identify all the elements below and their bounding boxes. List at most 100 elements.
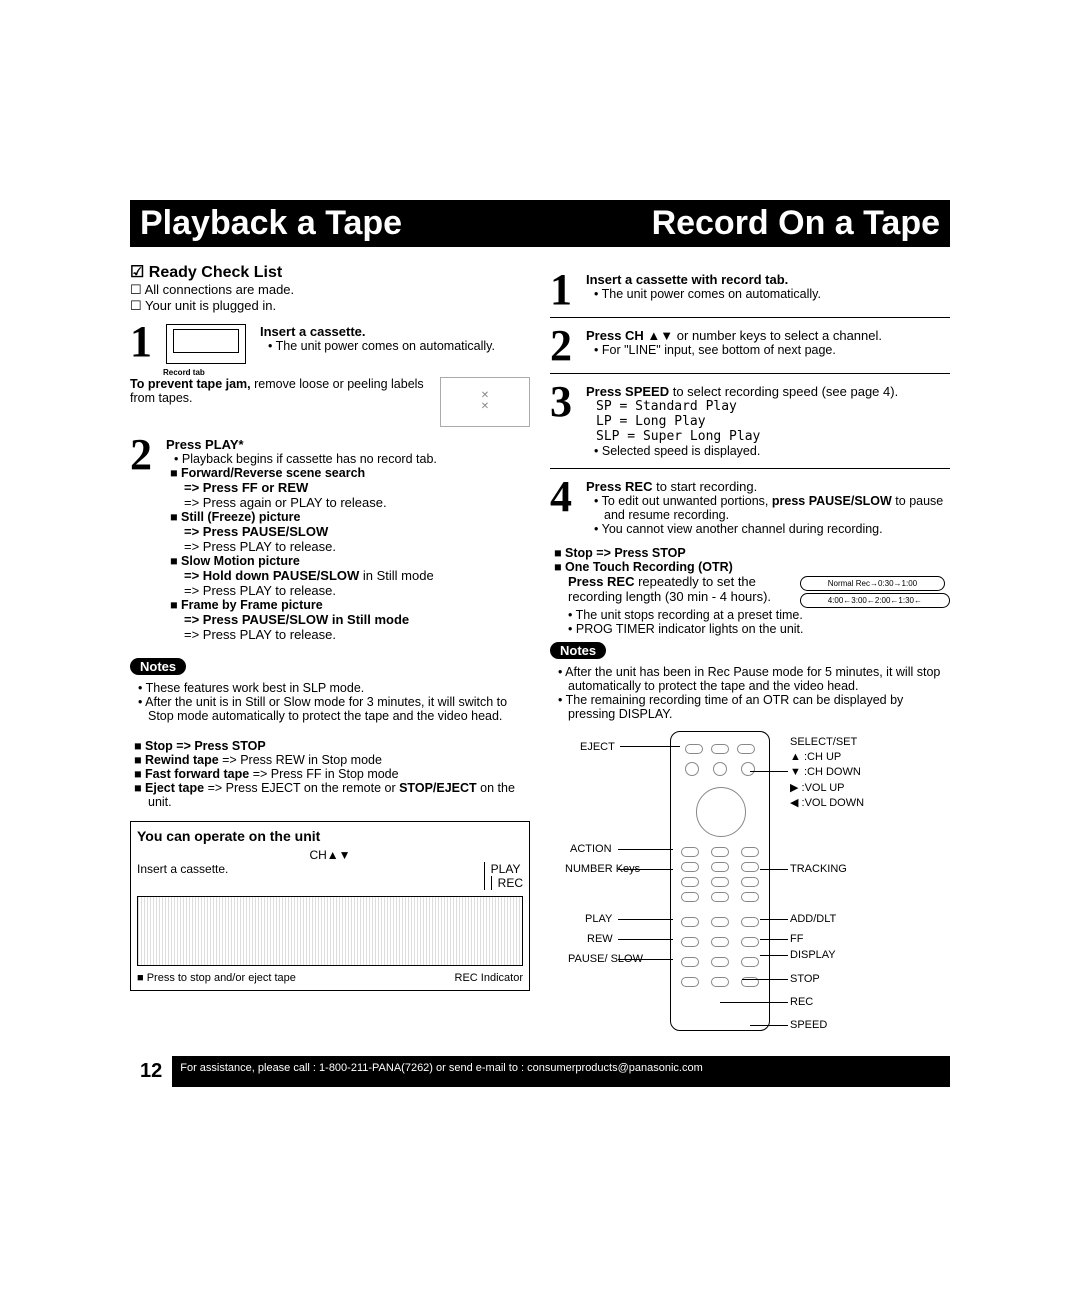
r-step4-t: to start recording. xyxy=(652,479,757,494)
unitbox-title: You can operate on the unit xyxy=(137,828,523,844)
lbl-selectset: SELECT/SET xyxy=(790,736,857,748)
cassette-illustration: Record tab xyxy=(166,324,246,364)
unitbox-insert: Insert a cassette. xyxy=(137,862,228,890)
unitbox-ch: CH▲▼ xyxy=(137,848,523,862)
r-step2-t: or number keys to select a channel. xyxy=(673,328,882,343)
op-stop: Stop => Press STOP xyxy=(145,739,266,753)
fr-l1: => Press FF or REW xyxy=(184,480,308,495)
step-number: 1 xyxy=(130,324,158,367)
op-eject-b: Eject tape xyxy=(145,781,204,795)
r-note-item: After the unit has been in Rec Pause mod… xyxy=(550,665,950,693)
lbl-chup: ▲ :CH UP xyxy=(790,751,841,763)
lbl-ff: FF xyxy=(790,933,803,945)
title-left: Playback a Tape xyxy=(140,204,402,243)
lbl-volup: ▶ :VOL UP xyxy=(790,781,845,794)
lbl-stop: STOP xyxy=(790,973,820,985)
tape-illustration: ✕✕ xyxy=(440,377,530,427)
slow-l2: => Press PLAY to release. xyxy=(166,583,530,598)
lbl-tracking: TRACKING xyxy=(790,863,847,875)
lbl-play: PLAY xyxy=(585,913,612,925)
unitbox-play: PLAY xyxy=(491,862,521,876)
lbl-number: NUMBER Keys xyxy=(565,863,625,875)
step-number: 2 xyxy=(550,328,578,363)
lbl-voldown: ◀ :VOL DOWN xyxy=(790,796,864,809)
ready-heading: Ready Check List xyxy=(130,262,530,282)
notes-badge: Notes xyxy=(130,658,186,675)
lbl-speed: SPEED xyxy=(790,1019,827,1031)
r-step3-note: Selected speed is displayed. xyxy=(586,444,950,458)
step1-heading: Insert a cassette. xyxy=(260,324,530,339)
title-right: Record On a Tape xyxy=(652,204,940,243)
page-footer: 12 For assistance, please call : 1-800-2… xyxy=(130,1056,950,1087)
footer-text: For assistance, please call : 1-800-211-… xyxy=(172,1056,950,1087)
step-number: 3 xyxy=(550,384,578,458)
op-eject2b: STOP/EJECT xyxy=(399,781,477,795)
r-step3-t: to select recording speed (see page 4). xyxy=(669,384,898,399)
op-rewind: => Press REW in Stop mode xyxy=(219,753,382,767)
r-step3-b: Press SPEED xyxy=(586,384,669,399)
lbl-adddlt: ADD/DLT xyxy=(790,913,836,925)
op-eject1: => Press EJECT on the remote or xyxy=(204,781,399,795)
otr-title: One Touch Recording (OTR) xyxy=(565,560,733,574)
prevent-jam-bold: To prevent tape jam, xyxy=(130,377,251,391)
record-tab-label: Record tab xyxy=(163,368,205,377)
fr-title: Forward/Reverse scene search xyxy=(181,466,365,480)
ready-item: All connections are made. xyxy=(130,282,530,298)
still-l1: => Press PAUSE/SLOW xyxy=(184,524,328,539)
page-number: 12 xyxy=(130,1056,172,1087)
slow-l1a: => Hold down PAUSE/SLOW xyxy=(184,568,359,583)
otr-b: Press REC xyxy=(568,574,634,589)
playback-column: Ready Check List All connections are mad… xyxy=(130,262,530,1041)
r-sp: SP = Standard Play xyxy=(586,399,950,414)
frame-title: Frame by Frame picture xyxy=(181,598,323,612)
otr-n2: PROG TIMER indicator lights on the unit. xyxy=(550,622,950,636)
op-ff: => Press FF in Stop mode xyxy=(249,767,398,781)
lbl-pauseslow: PAUSE/ SLOW xyxy=(568,953,618,965)
frame-l1: => Press PAUSE/SLOW in Still mode xyxy=(184,612,409,627)
r-s4-n1b: press PAUSE/SLOW xyxy=(772,494,892,508)
r-step1-heading: Insert a cassette with record tab. xyxy=(586,272,950,287)
step1-note: The unit power comes on automatically. xyxy=(260,339,530,353)
r-lp: LP = Long Play xyxy=(586,414,950,429)
lbl-eject: EJECT xyxy=(580,741,615,753)
r-stop: Stop => Press STOP xyxy=(565,546,686,560)
step2-bullet: Playback begins if cassette has no recor… xyxy=(166,452,530,466)
r-step4-b: Press REC xyxy=(586,479,652,494)
unit-operate-box: You can operate on the unit CH▲▼ Insert … xyxy=(130,821,530,991)
lbl-action: ACTION xyxy=(570,843,612,855)
r-s4-n2: You cannot view another channel during r… xyxy=(586,522,950,536)
r-slp: SLP = Super Long Play xyxy=(586,429,950,444)
op-rewind-b: Rewind tape xyxy=(145,753,219,767)
slow-l1b: in Still mode xyxy=(359,568,433,583)
remote-diagram: EJECT SELECT/SET ▲ :CH UP ▼ :CH DOWN ▶ :… xyxy=(550,731,950,1041)
fr-l2: => Press again or PLAY to release. xyxy=(166,495,530,510)
vcr-illustration xyxy=(137,896,523,966)
step2-heading: Press PLAY* xyxy=(166,437,530,452)
note-item: After the unit is in Still or Slow mode … xyxy=(130,695,530,723)
r-step2-b: Press CH ▲▼ xyxy=(586,328,673,343)
notes-badge: Notes xyxy=(550,642,606,659)
lbl-rew: REW xyxy=(587,933,613,945)
lbl-display: DISPLAY xyxy=(790,949,836,961)
unitbox-stop: ■ Press to stop and/or eject tape xyxy=(137,972,296,984)
unitbox-rec: REC xyxy=(491,876,523,890)
r-s4-n1a: To edit out unwanted portions, xyxy=(602,494,772,508)
step-number: 1 xyxy=(550,272,578,307)
unitbox-recind: REC Indicator xyxy=(455,972,523,984)
step-number: 4 xyxy=(550,479,578,536)
r-note-item: The remaining recording time of an OTR c… xyxy=(550,693,950,721)
ready-item: Your unit is plugged in. xyxy=(130,298,530,314)
slow-title: Slow Motion picture xyxy=(181,554,300,568)
record-column: 1 Insert a cassette with record tab. The… xyxy=(550,262,950,1041)
note-item: These features work best in SLP mode. xyxy=(130,681,530,695)
otr-loop-bot: 4:00←3:00←2:00←1:30← xyxy=(800,593,950,608)
still-title: Still (Freeze) picture xyxy=(181,510,300,524)
r-step1-note: The unit power comes on automatically. xyxy=(586,287,950,301)
title-bar: Playback a Tape Record On a Tape xyxy=(130,200,950,247)
step-number: 2 xyxy=(130,437,158,642)
remote-body xyxy=(670,731,770,1031)
lbl-rec: REC xyxy=(790,996,813,1008)
op-ff-b: Fast forward tape xyxy=(145,767,249,781)
otr-loop-top: Normal Rec→0:30→1:00 xyxy=(800,576,945,591)
otr-n1: The unit stops recording at a preset tim… xyxy=(550,608,950,622)
